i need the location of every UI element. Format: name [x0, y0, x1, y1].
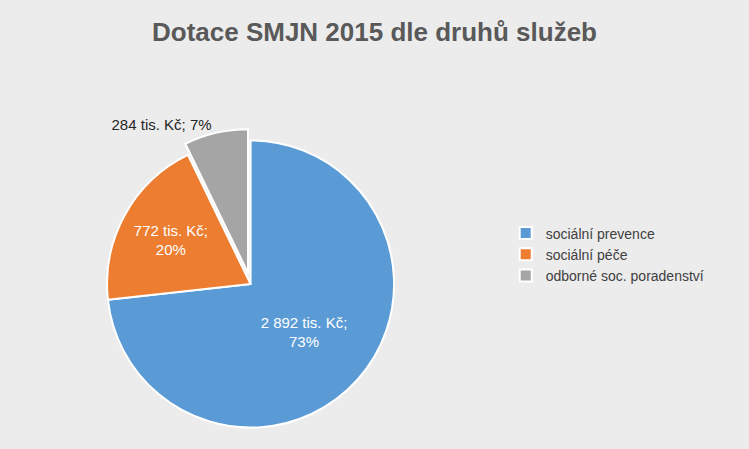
svg-text:2 892 tis. Kč;73%: 2 892 tis. Kč;73%	[261, 314, 348, 351]
svg-text:sociální prevence: sociální prevence	[546, 226, 655, 242]
svg-text:Dotace SMJN 2015 dle druhů slu: Dotace SMJN 2015 dle druhů služeb	[152, 17, 597, 47]
svg-text:284 tis. Kč; 7%: 284 tis. Kč; 7%	[112, 116, 212, 133]
svg-text:772 tis. Kč;20%: 772 tis. Kč;20%	[134, 222, 208, 259]
svg-text:odborné soc. poradenství: odborné soc. poradenství	[546, 268, 704, 284]
svg-text:sociální péče: sociální péče	[546, 247, 628, 263]
